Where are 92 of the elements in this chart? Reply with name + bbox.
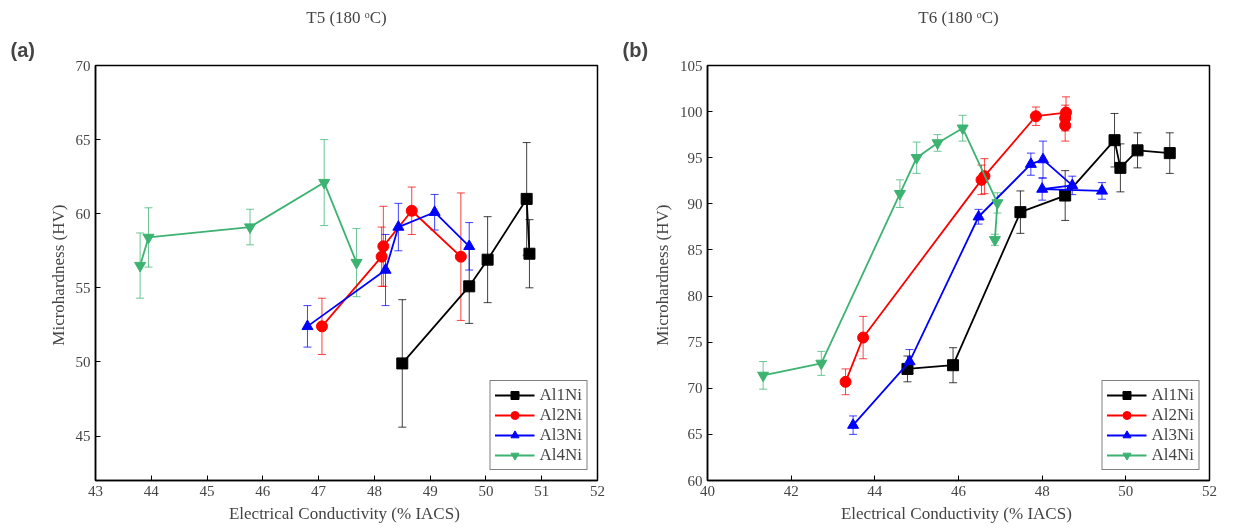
- point: [375, 250, 388, 263]
- x-tick-label: 46: [255, 482, 271, 499]
- y-tick-label: 65: [687, 426, 703, 443]
- x-tick-label: 45: [199, 482, 215, 499]
- y-tick-label: 65: [75, 131, 91, 148]
- point: [142, 233, 155, 245]
- y-tick-label: 85: [687, 241, 703, 258]
- point: [520, 192, 533, 205]
- legend-label: Al1Ni: [1151, 385, 1194, 405]
- x-tick-label: 50: [478, 482, 494, 499]
- x-tick-label: 48: [366, 482, 382, 499]
- x-tick-label: 43: [88, 482, 103, 499]
- y-tick-label: 75: [687, 334, 703, 351]
- x-axis-title: Electrical Conductivity (% IACS): [228, 503, 460, 523]
- point: [1024, 157, 1037, 168]
- point: [1066, 178, 1079, 190]
- y-tick-label: 100: [680, 103, 703, 120]
- point: [991, 199, 1004, 210]
- legend-label: Al2Ni: [539, 405, 582, 425]
- x-tick-label: 48: [1034, 482, 1050, 499]
- point: [454, 250, 467, 263]
- point: [839, 375, 852, 388]
- point: [893, 190, 906, 201]
- y-tick-label: 90: [687, 195, 703, 212]
- chart-title: T6 (180 ᵒC): [918, 7, 999, 27]
- x-tick-label: 42: [783, 482, 799, 499]
- point: [396, 357, 409, 370]
- point: [1095, 184, 1108, 195]
- point: [481, 253, 494, 266]
- point: [1029, 110, 1042, 123]
- point: [903, 354, 916, 366]
- point: [1037, 152, 1049, 164]
- point: [1014, 206, 1027, 219]
- legend-label: Al4Ni: [1151, 445, 1194, 465]
- y-tick-label: 50: [75, 353, 91, 370]
- y-tick-label: 70: [75, 57, 91, 74]
- y-tick-label: 70: [687, 380, 703, 397]
- x-tick-label: 47: [311, 482, 327, 499]
- point: [910, 154, 923, 165]
- point: [1131, 144, 1144, 157]
- point: [392, 220, 405, 231]
- point: [815, 359, 828, 371]
- point: [931, 139, 944, 150]
- point: [377, 240, 390, 253]
- x-tick-label: 44: [867, 482, 883, 499]
- y-tick-label: 60: [687, 472, 703, 489]
- point: [318, 178, 331, 190]
- x-tick-label: 50: [1118, 482, 1134, 499]
- point: [301, 319, 314, 331]
- chart-title: T5 (180 ᵒC): [306, 7, 387, 27]
- y-tick-label: 55: [75, 279, 91, 296]
- point: [463, 239, 476, 250]
- y-axis-title: Microhardness (HV): [48, 204, 68, 346]
- point: [972, 209, 985, 221]
- point: [379, 263, 392, 274]
- legend-label: Al3Ni: [1151, 425, 1194, 445]
- y-tick-label: 105: [680, 57, 703, 74]
- point: [1036, 182, 1049, 193]
- point: [1108, 134, 1121, 147]
- point: [405, 204, 418, 217]
- y-tick-label: 45: [75, 428, 91, 445]
- point: [315, 320, 328, 333]
- legend-label: Al3Ni: [539, 425, 582, 445]
- point: [1059, 189, 1072, 202]
- point: [847, 418, 860, 429]
- x-axis-title: Electrical Conductivity (% IACS): [840, 503, 1072, 523]
- legend-label: Al1Ni: [539, 385, 582, 405]
- y-axis-title: Microhardness (HV): [653, 204, 672, 346]
- y-tick-label: 95: [687, 149, 703, 166]
- x-tick-label: 49: [422, 482, 438, 499]
- legend-label: Al4Ni: [539, 445, 582, 465]
- x-tick-label: 51: [534, 482, 550, 499]
- y-tick-label: 60: [75, 205, 91, 222]
- point: [947, 359, 960, 372]
- text: (b): [622, 38, 649, 61]
- legend-label: Al2Ni: [1151, 405, 1194, 425]
- point: [857, 331, 870, 344]
- point: [1114, 161, 1127, 174]
- point: [757, 371, 770, 383]
- text: (a): [10, 38, 35, 61]
- x-tick-label: 52: [590, 482, 605, 499]
- point: [350, 258, 363, 270]
- point: [1163, 147, 1176, 160]
- point: [463, 280, 476, 293]
- point: [428, 205, 441, 216]
- point: [134, 261, 147, 273]
- point: [244, 223, 256, 234]
- x-tick-label: 52: [1202, 482, 1217, 499]
- x-tick-label: 46: [951, 482, 967, 499]
- x-tick-label: 44: [143, 482, 160, 499]
- point: [956, 124, 969, 136]
- y-tick-label: 80: [687, 288, 703, 305]
